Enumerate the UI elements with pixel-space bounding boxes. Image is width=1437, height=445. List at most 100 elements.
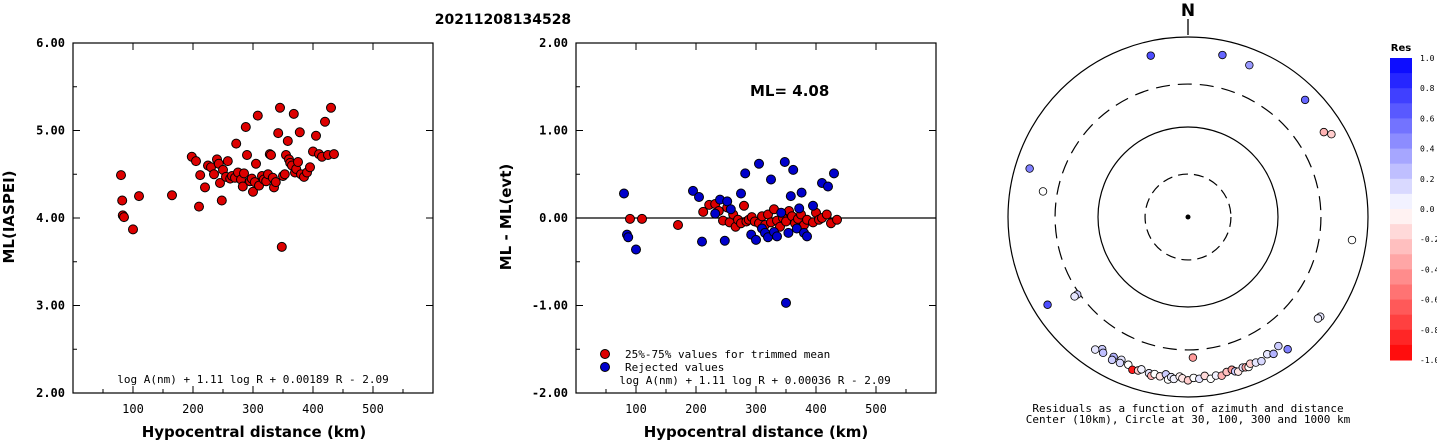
ml-plot-point-red [276, 241, 287, 252]
ml-plot-point-red [248, 186, 258, 197]
res-plot-point-red [821, 209, 832, 220]
colorbar-segment [1390, 299, 1412, 316]
res-plot-ylabel: ML - ML(evt) [497, 164, 515, 270]
colorbar-segment [1390, 239, 1412, 255]
ml-plot-formula: log A(nm) + 1.11 log R + 0.00189 R - 2.0… [117, 373, 389, 386]
res-plot-point-blue [781, 297, 791, 308]
station-marker [1269, 349, 1278, 359]
ml-plot-point-red [237, 181, 248, 192]
legend-label-trimmed: 25%-75% values for trimmed mean [625, 348, 830, 361]
ml-plot-point-red [128, 224, 138, 235]
colorbar-tick-label: -0.6 [1420, 296, 1437, 305]
ml-plot-point-red [270, 177, 281, 188]
ml-plot-xtick-label: 400 [302, 402, 324, 416]
ml-plot-point-red [288, 108, 299, 119]
station-marker [1025, 164, 1034, 173]
ml-plot-ytick-label: 2.00 [36, 386, 65, 400]
res-plot-point-red [832, 214, 842, 225]
colorbar-segment [1390, 224, 1412, 240]
ml-plot-point-red [240, 122, 251, 132]
res-plot-point-red [637, 213, 647, 224]
epicenter-dot [1185, 214, 1191, 220]
ml-plot-point-red [134, 191, 144, 202]
station-marker [1070, 292, 1079, 301]
colorbar-segment [1390, 344, 1412, 361]
colorbar-segment [1390, 103, 1412, 119]
colorbar-tick-label: -0.8 [1420, 326, 1437, 335]
ml-plot-point-red [216, 195, 227, 206]
res-plot-xtick-label: 200 [685, 402, 707, 416]
res-plot-point-blue [794, 203, 805, 214]
ml-plot-point-red [119, 212, 129, 223]
res-plot-point-blue [623, 232, 634, 243]
colorbar-segment [1390, 329, 1412, 346]
station-marker [1137, 365, 1146, 374]
res-plot-point-blue [808, 200, 818, 211]
ring-1000km [1007, 36, 1369, 398]
ml-plot-point-red [215, 178, 225, 188]
ml-plot-point-red [116, 170, 126, 181]
res-plot-point-blue [725, 204, 736, 215]
colorbar-tick-label: -1.0 [1420, 356, 1437, 365]
colorbar-segment [1390, 73, 1412, 89]
ml-plot-point-red [222, 156, 233, 167]
polar-caption-line1: Residuals as a function of azimuth and d… [1032, 402, 1343, 415]
res-plot-point-blue [829, 168, 839, 179]
colorbar-segment [1390, 58, 1412, 74]
ml-plot-point-red [282, 136, 293, 146]
res-plot-point-blue [791, 223, 802, 234]
north-label: N [1181, 1, 1195, 21]
station-marker [1245, 60, 1254, 70]
station-marker [1188, 353, 1198, 362]
colorbar-tick-label: 1.0 [1420, 54, 1435, 63]
res-plot-point-red [673, 220, 683, 230]
station-marker [1098, 348, 1108, 358]
colorbar-tick-label: 0.4 [1420, 145, 1435, 154]
colorbar-tick-label: 0.6 [1420, 114, 1435, 123]
res-plot-point-blue [785, 191, 796, 202]
legend-label-rejected: Rejected values [625, 361, 724, 374]
ml-plot-point-red [311, 130, 321, 141]
res-plot-point-blue [751, 234, 761, 245]
ml-plot-point-red [251, 158, 261, 169]
ml-plot-point-red [305, 162, 315, 173]
ml-plot-point-red [194, 201, 204, 212]
ml-plot-point-red [195, 170, 206, 181]
station-marker [1038, 187, 1048, 196]
colorbar-segment [1390, 133, 1412, 150]
ml-plot-point-red [252, 110, 263, 121]
ml-plot-point-red [329, 149, 339, 160]
ml-plot-point-red [242, 150, 252, 160]
colorbar-tick-label: 0.8 [1420, 84, 1435, 93]
res-plot-point-blue [697, 236, 707, 247]
res-plot-ytick-label: 2.00 [539, 36, 568, 50]
colorbar-segment [1390, 209, 1412, 225]
res-plot-point-red [625, 213, 635, 224]
station-marker [1327, 129, 1336, 139]
res-plot-xtick-label: 300 [745, 402, 767, 416]
colorbar-segment [1390, 118, 1412, 134]
res-plot-point-blue [619, 188, 629, 199]
res-plot-point-blue [766, 174, 776, 185]
ml-plot-xtick-label: 300 [242, 402, 264, 416]
station-marker [1107, 355, 1117, 365]
colorbar-tick-label: -0.2 [1420, 235, 1437, 244]
ml-plot-point-red [294, 127, 305, 138]
colorbar-segment [1390, 269, 1412, 285]
station-marker [1283, 345, 1292, 354]
res-plot-point-blue [783, 227, 794, 238]
res-plot-xlabel: Hypocentral distance (km) [644, 423, 869, 441]
ml-plot-point-red [279, 169, 290, 180]
colorbar-tick-label: -0.4 [1420, 265, 1437, 274]
res-plot-ytick-label: -1.00 [532, 299, 568, 313]
colorbar-segment [1390, 178, 1412, 195]
azimuth-distance-polar-plot [1007, 19, 1369, 398]
station-marker [1313, 314, 1323, 323]
ml-plot-point-red [239, 168, 249, 179]
ring-300km [1054, 83, 1322, 351]
polar-caption-line2: Center (10km), Circle at 30, 100, 300 an… [1026, 413, 1351, 426]
station-marker [1300, 95, 1310, 105]
ml-plot-point-red [293, 157, 303, 167]
res-plot-point-blue [802, 231, 812, 242]
